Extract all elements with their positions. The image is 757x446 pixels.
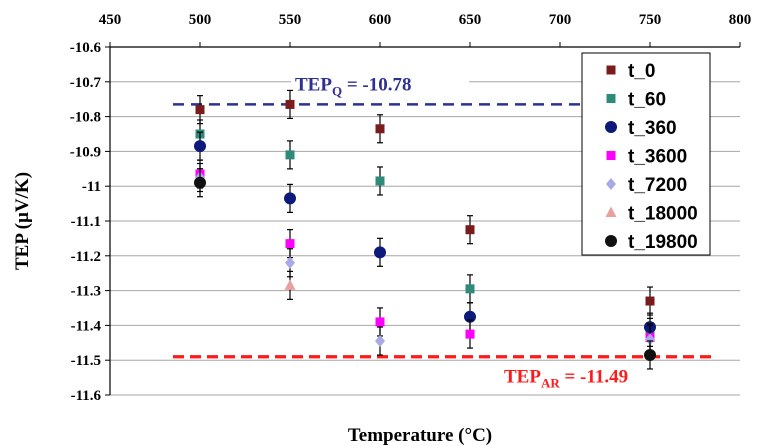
y-axis-title: TEP (µV/K) — [12, 172, 33, 270]
point-t0 — [375, 124, 385, 134]
legend: t_0 t_60 t_360 t_3600 t_7200 t_18000 t_19800 — [581, 52, 711, 256]
legend-label: t_7200 — [628, 175, 687, 196]
point-t7200 — [375, 335, 385, 348]
y-tick-label: -11.4 — [71, 318, 102, 334]
y-tick-label: -11.6 — [71, 388, 102, 404]
point-t360 — [194, 140, 206, 153]
legend-marker — [606, 151, 616, 160]
x-tick-label: 500 — [189, 12, 212, 28]
point-t19800 — [194, 176, 206, 189]
y-tick-label: -10.9 — [70, 144, 101, 160]
grid-lines — [110, 46, 740, 396]
point-t7200 — [285, 256, 295, 269]
legend-marker — [606, 65, 616, 75]
point-t360 — [284, 192, 296, 205]
point-t18000 — [284, 279, 296, 290]
point-t60 — [375, 176, 385, 186]
data-points — [194, 89, 656, 370]
point-t360 — [374, 246, 386, 259]
legend-marker — [605, 206, 617, 217]
point-t0 — [465, 225, 475, 235]
point-t60 — [285, 150, 295, 160]
reference-label: TEPQ = -10.78 — [295, 74, 411, 98]
x-tick-label: 650 — [459, 12, 482, 28]
y-tick-label: -11.5 — [71, 353, 101, 369]
y-tick-label: -10.6 — [70, 40, 102, 56]
x-tick-label: 750 — [639, 12, 662, 28]
reference-label: TEPAR = -11.49 — [504, 367, 628, 391]
x-axis-title: Temperature (°C) — [348, 425, 492, 446]
legend-box — [581, 52, 711, 256]
x-tick-label: 800 — [729, 12, 752, 28]
legend-label: t_0 — [628, 61, 655, 82]
y-tick-label: -11.3 — [71, 284, 101, 300]
point-t3600 — [375, 317, 385, 327]
legend-label: t_60 — [628, 90, 666, 111]
x-tick-label: 700 — [549, 12, 572, 28]
point-t3600 — [465, 329, 475, 339]
x-tick-label: 600 — [369, 12, 392, 28]
legend-marker — [605, 235, 617, 247]
x-tick-label: 450 — [99, 12, 122, 28]
reference-label-bg — [291, 73, 469, 98]
y-tick-label: -11 — [82, 179, 101, 195]
legend-label: t_3600 — [628, 147, 687, 168]
legend-label: t_19800 — [628, 232, 698, 253]
reference-lines: TEPQ = -10.78 TEPAR = -11.49 — [173, 73, 713, 391]
point-t0 — [195, 105, 205, 115]
y-tick-label: -11.2 — [71, 249, 101, 265]
y-tick-label: -10.7 — [70, 75, 102, 91]
y-tick-label: -10.8 — [70, 110, 101, 126]
point-t7200 — [645, 333, 655, 346]
x-tick-label: 550 — [279, 12, 302, 28]
point-t0 — [645, 296, 655, 306]
point-t60 — [465, 284, 475, 294]
legend-label: t_18000 — [628, 204, 698, 225]
y-tick-label: -11.1 — [71, 214, 101, 230]
legend-marker — [606, 178, 616, 190]
legend-marker — [606, 94, 616, 103]
axes: -10.6 -10.7 -10.8 -10.9 -11 -11.1 -11.2 -11.3 -1… — [70, 12, 752, 404]
point-t3600 — [285, 239, 295, 249]
point-t0 — [285, 99, 295, 109]
legend-marker — [605, 121, 617, 133]
legend-label: t_360 — [628, 118, 677, 139]
point-t19800 — [644, 348, 656, 361]
